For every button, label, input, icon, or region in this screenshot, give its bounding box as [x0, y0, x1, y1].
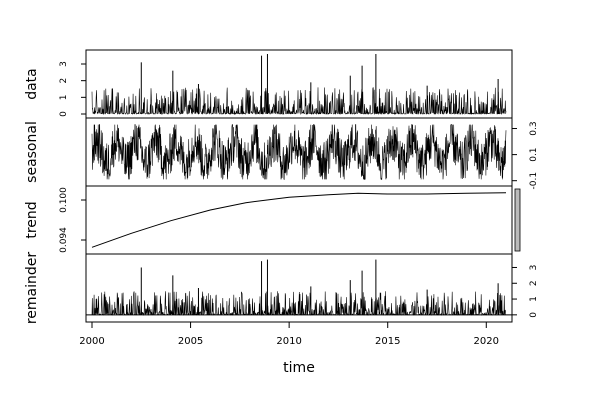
y-tick-label-seasonal: -0.1 — [529, 172, 539, 190]
data-line — [91, 87, 507, 116]
y-tick-label-remainder: 1 — [529, 296, 539, 302]
y-tick-label-data: 2 — [59, 78, 69, 84]
y-tick-label-data: 1 — [59, 94, 69, 100]
x-tick-label: 2020 — [474, 336, 499, 347]
trend-scale-bar — [514, 188, 521, 252]
seasonal-line — [91, 124, 507, 180]
y-tick-label-remainder: 0 — [529, 312, 539, 318]
y-tick-label-data: 3 — [59, 61, 69, 67]
y-tick-label-remainder: 2 — [529, 280, 539, 286]
panel-label-seasonal: seasonal — [24, 121, 40, 183]
panel-label-data: data — [24, 68, 40, 100]
x-tick-label: 2010 — [276, 336, 301, 347]
y-tick-label-remainder: 3 — [529, 265, 539, 271]
x-tick-label: 2000 — [79, 336, 104, 347]
panel-label-remainder: remainder — [24, 252, 40, 325]
trend-line — [91, 192, 507, 248]
remainder-line — [91, 291, 507, 316]
y-tick-label-trend: 0.094 — [59, 227, 69, 253]
y-tick-label-trend: 0.100 — [59, 187, 69, 213]
y-tick-label-data: 0 — [59, 111, 69, 117]
x-tick-label: 2005 — [178, 336, 203, 347]
x-tick-label: 2015 — [375, 336, 400, 347]
y-tick-label-seasonal: 0.3 — [529, 121, 539, 135]
y-tick-label-seasonal: 0.1 — [529, 147, 539, 161]
panel-label-trend: trend — [24, 201, 40, 238]
x-axis-label: time — [283, 360, 315, 376]
